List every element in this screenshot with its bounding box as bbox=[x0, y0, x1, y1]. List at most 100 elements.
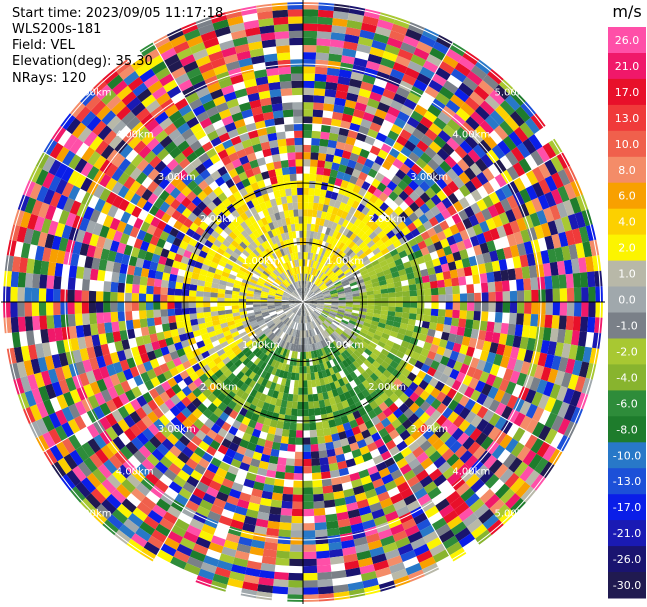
velocity-gate bbox=[336, 208, 344, 218]
velocity-gate bbox=[279, 285, 286, 291]
velocity-gate bbox=[377, 230, 387, 240]
velocity-gate bbox=[274, 368, 281, 377]
velocity-gate bbox=[307, 322, 311, 330]
velocity-gate bbox=[316, 279, 323, 287]
velocity-gate bbox=[277, 266, 284, 274]
velocity-gate bbox=[578, 257, 587, 273]
velocity-gate bbox=[186, 440, 199, 453]
velocity-gate bbox=[462, 153, 475, 168]
velocity-gate bbox=[311, 379, 317, 388]
velocity-gate bbox=[330, 333, 337, 341]
velocity-gate bbox=[307, 281, 311, 289]
range-ring-label: 2.00km bbox=[200, 382, 238, 393]
velocity-gate bbox=[263, 282, 272, 288]
velocity-gate bbox=[434, 165, 447, 178]
velocity-gate bbox=[199, 268, 208, 277]
velocity-gate bbox=[404, 397, 415, 408]
velocity-gate bbox=[143, 232, 153, 244]
velocity-gate bbox=[251, 428, 262, 438]
velocity-gate bbox=[523, 313, 532, 326]
velocity-gate bbox=[314, 407, 321, 416]
velocity-gate bbox=[493, 430, 507, 445]
velocity-gate bbox=[485, 373, 497, 387]
velocity-gate bbox=[100, 201, 113, 215]
velocity-gate bbox=[174, 152, 187, 164]
velocity-gate bbox=[327, 316, 334, 322]
velocity-gate bbox=[303, 458, 312, 467]
velocity-gate bbox=[325, 441, 335, 451]
velocity-gate bbox=[256, 359, 265, 368]
velocity-gate bbox=[270, 236, 277, 245]
velocity-gate bbox=[185, 92, 200, 105]
range-ring-label: 5.00km bbox=[74, 508, 112, 519]
velocity-gate bbox=[103, 459, 118, 474]
velocity-gate bbox=[288, 30, 303, 39]
velocity-gate bbox=[267, 388, 275, 398]
velocity-gate bbox=[386, 352, 396, 361]
velocity-gate bbox=[297, 288, 301, 296]
velocity-gate bbox=[285, 288, 292, 294]
velocity-gate bbox=[481, 383, 493, 396]
velocity-gate bbox=[438, 255, 448, 265]
velocity-gate bbox=[270, 499, 283, 508]
velocity-gate bbox=[470, 189, 483, 202]
velocity-gate bbox=[198, 568, 215, 581]
velocity-gate bbox=[341, 195, 350, 205]
velocity-gate bbox=[175, 281, 184, 290]
velocity-gate bbox=[379, 284, 388, 290]
velocity-gate bbox=[220, 255, 229, 264]
velocity-gate bbox=[274, 117, 285, 126]
velocity-gate bbox=[248, 379, 257, 389]
velocity-gate bbox=[313, 246, 318, 254]
range-ring-label: 2.00km bbox=[200, 214, 238, 225]
velocity-gate bbox=[114, 252, 124, 264]
velocity-gate bbox=[110, 281, 119, 293]
velocity-gate bbox=[353, 455, 365, 465]
velocity-gate bbox=[310, 436, 318, 445]
velocity-gate bbox=[219, 39, 235, 51]
velocity-gate bbox=[304, 287, 306, 295]
velocity-gate bbox=[288, 23, 303, 32]
velocity-gate bbox=[274, 328, 281, 336]
velocity-gate bbox=[309, 180, 316, 189]
velocity-gate bbox=[479, 120, 494, 135]
velocity-gate bbox=[396, 332, 405, 341]
velocity-gate bbox=[90, 323, 99, 336]
velocity-gate bbox=[278, 339, 284, 347]
velocity-gate bbox=[429, 421, 441, 434]
velocity-gate bbox=[334, 177, 343, 187]
velocity-gate bbox=[283, 279, 290, 287]
velocity-gate bbox=[179, 354, 189, 364]
velocity-gate bbox=[60, 302, 68, 315]
velocity-gate bbox=[433, 474, 447, 487]
velocity-gate bbox=[275, 293, 283, 297]
velocity-gate bbox=[535, 326, 545, 340]
velocity-gate bbox=[267, 132, 278, 142]
velocity-gate bbox=[320, 285, 327, 291]
velocity-gate bbox=[424, 128, 438, 142]
velocity-gate bbox=[446, 235, 457, 246]
velocity-gate bbox=[324, 329, 330, 337]
velocity-gate bbox=[563, 404, 577, 422]
velocity-gate bbox=[299, 280, 302, 288]
velocity-gate bbox=[231, 385, 240, 395]
velocity-gate bbox=[106, 440, 120, 455]
velocity-gate bbox=[298, 288, 302, 296]
velocity-gate bbox=[388, 211, 399, 221]
velocity-gate bbox=[201, 141, 214, 153]
velocity-gate bbox=[83, 206, 95, 221]
velocity-gate bbox=[272, 316, 279, 322]
velocity-gate bbox=[451, 317, 460, 327]
field-label: Field: VEL bbox=[12, 38, 75, 53]
velocity-gate bbox=[364, 279, 372, 286]
velocity-gate bbox=[365, 218, 375, 228]
velocity-gate bbox=[350, 352, 359, 361]
velocity-gate bbox=[261, 354, 268, 362]
velocity-gate bbox=[39, 315, 48, 330]
velocity-gate bbox=[210, 243, 220, 252]
velocity-gate bbox=[358, 241, 367, 250]
velocity-gate bbox=[235, 215, 245, 225]
velocity-gate bbox=[250, 322, 259, 328]
velocity-gate bbox=[288, 246, 293, 254]
velocity-gate bbox=[407, 531, 423, 544]
